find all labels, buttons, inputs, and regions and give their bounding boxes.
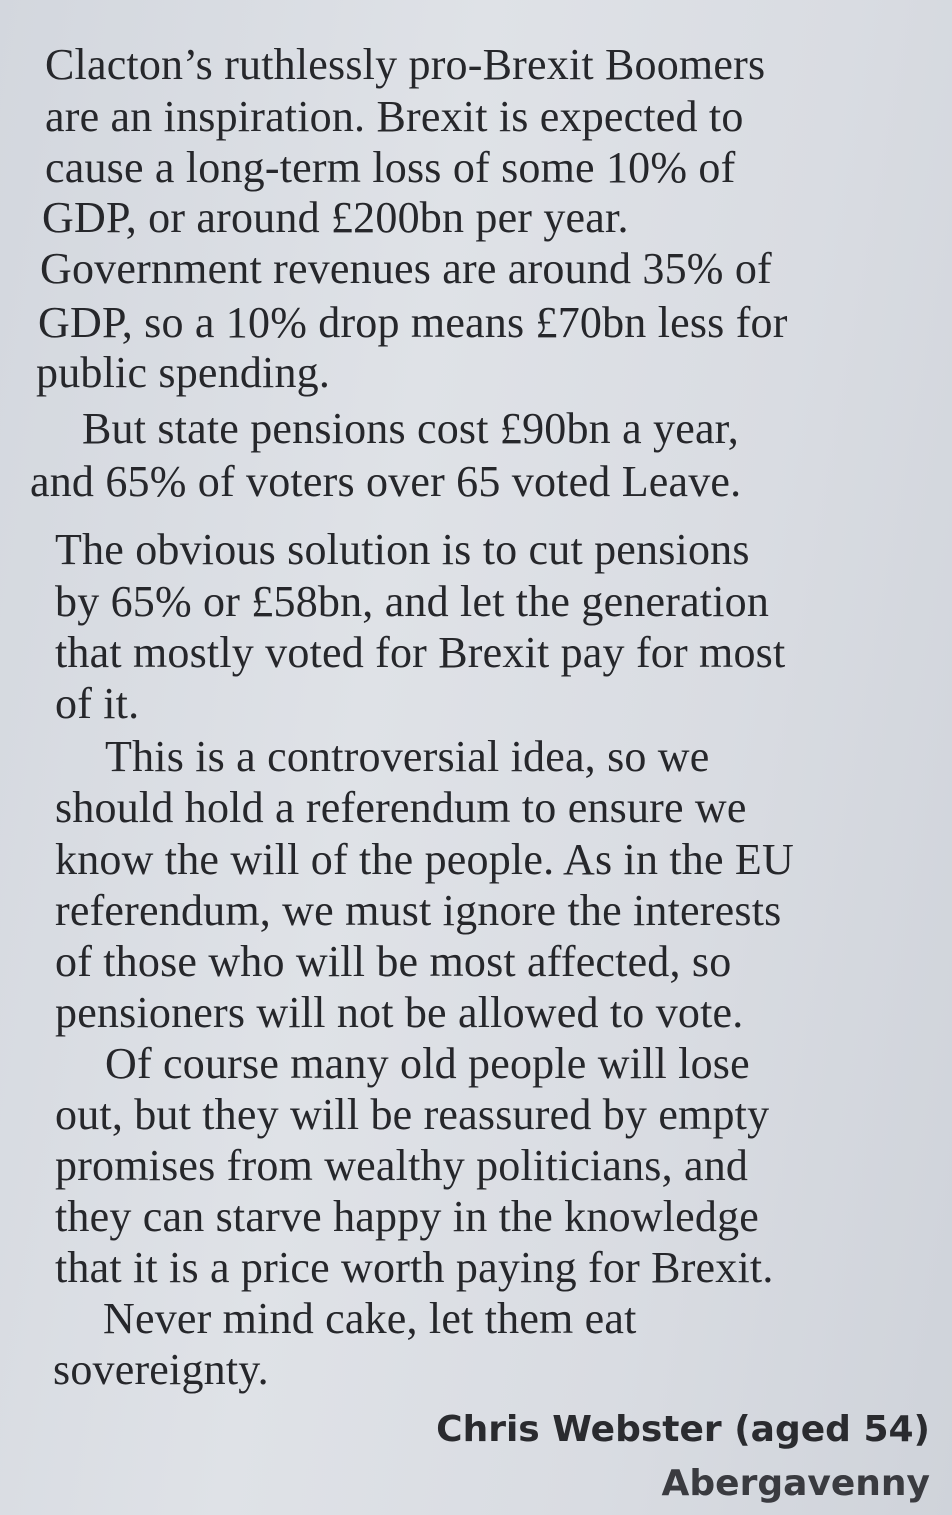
text-line: The obvious solution is to cut pensions [55,525,750,574]
text-line: of it. [55,679,140,728]
text-line: But state pensions cost £90bn a year, [82,404,739,453]
text-line: GDP, or around £200bn per year. [42,193,629,242]
text-line: This is a controversial idea, so we [105,732,710,781]
text-line: Clacton’s ruthlessly pro-Brexit Boomers [45,40,766,89]
text-line: pensioners will not be allowed to vote. [55,988,744,1037]
author-name: Chris Webster (aged 54) [436,1409,930,1450]
text-line: Of course many old people will lose [105,1039,750,1088]
text-line: GDP, so a 10% drop means £70bn less for [38,298,788,347]
text-line: they can starve happy in the knowledge [55,1192,760,1241]
text-line: promises from wealthy politicians, and [55,1141,749,1190]
text-line: know the will of the people. As in the E… [55,835,794,884]
text-line: Government revenues are around 35% of [40,244,772,293]
text-line: cause a long-term loss of some 10% of [45,143,736,192]
text-line: should hold a referendum to ensure we [55,783,747,832]
text-line: out, but they will be reassured by empty [55,1090,770,1139]
text-line: public spending. [36,348,331,397]
text-line: are an inspiration. Brexit is expected t… [45,92,744,141]
text-line: of those who will be most affected, so [55,937,732,986]
text-line: that it is a price worth paying for Brex… [55,1243,774,1292]
text-line: that mostly voted for Brexit pay for mos… [55,628,786,677]
text-line: referendum, we must ignore the interests [55,886,782,935]
text-line: by 65% or £58bn, and let the generation [55,577,770,626]
text-line: and 65% of voters over 65 voted Leave. [30,457,742,506]
text-line: sovereignty. [53,1345,269,1394]
text-line: Never mind cake, let them eat [103,1294,637,1343]
author-location: Abergavenny [661,1463,930,1504]
